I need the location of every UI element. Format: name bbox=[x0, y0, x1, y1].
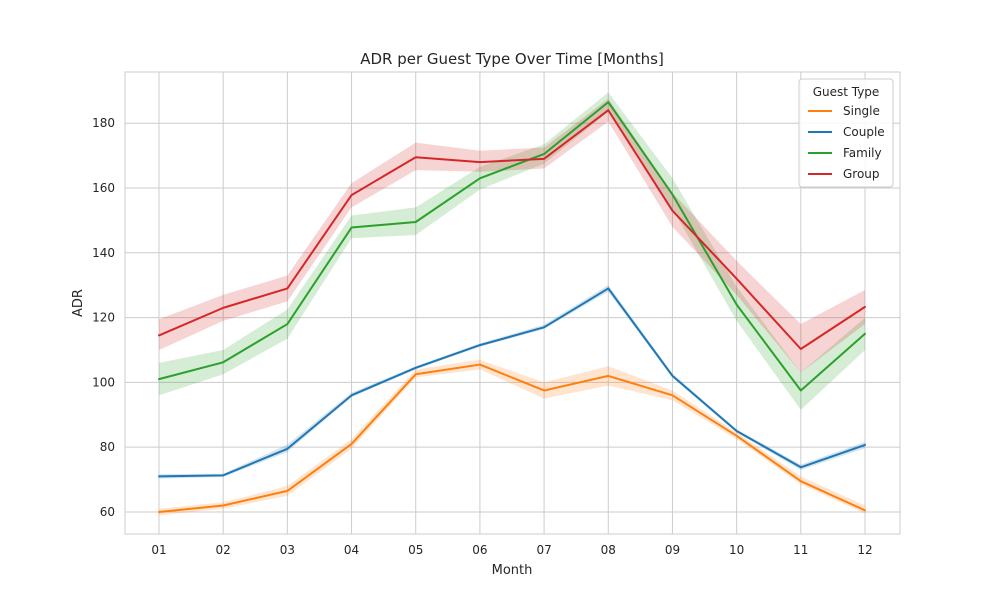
chart-title: ADR per Guest Type Over Time [Months] bbox=[360, 50, 664, 68]
band-group bbox=[159, 98, 865, 373]
x-tick-label: 04 bbox=[344, 543, 359, 557]
confidence-bands bbox=[159, 92, 865, 516]
legend-label-single: Single bbox=[843, 104, 880, 118]
series-lines bbox=[158, 101, 866, 513]
y-axis-label: ADR bbox=[71, 289, 86, 317]
x-tick-label: 11 bbox=[793, 543, 808, 557]
y-tick-label: 120 bbox=[92, 311, 115, 325]
line-single bbox=[158, 363, 866, 513]
x-tick-label: 05 bbox=[408, 543, 423, 557]
x-tick-label: 03 bbox=[280, 543, 295, 557]
x-tick-label: 09 bbox=[665, 543, 680, 557]
legend-box bbox=[798, 78, 894, 188]
x-tick-label: 10 bbox=[729, 543, 744, 557]
legend-title: Guest Type bbox=[813, 85, 880, 99]
band-family bbox=[159, 92, 865, 410]
x-tick-label: 06 bbox=[472, 543, 487, 557]
legend-label-group: Group bbox=[843, 167, 880, 181]
line-couple bbox=[158, 287, 866, 478]
x-tick-labels: 01 02 03 04 05 06 07 08 09 10 11 12 bbox=[151, 543, 872, 557]
y-tick-labels: 60 80 100 120 140 160 180 bbox=[92, 116, 115, 519]
x-tick-label: 02 bbox=[216, 543, 231, 557]
x-tick-label: 12 bbox=[857, 543, 872, 557]
line-family bbox=[158, 101, 866, 392]
y-tick-label: 80 bbox=[100, 440, 115, 454]
y-gridlines bbox=[125, 122, 900, 513]
x-tick-label: 08 bbox=[601, 543, 616, 557]
legend: Guest Type Single Couple Family Group bbox=[798, 78, 894, 188]
plot-frame bbox=[124, 71, 901, 535]
legend-label-couple: Couple bbox=[843, 125, 885, 139]
x-tick-label: 01 bbox=[151, 543, 166, 557]
y-tick-label: 160 bbox=[92, 181, 115, 195]
plot-area bbox=[125, 72, 900, 534]
y-tick-label: 180 bbox=[92, 116, 115, 130]
legend-label-family: Family bbox=[843, 146, 882, 160]
y-tick-label: 60 bbox=[100, 505, 115, 519]
line-group bbox=[158, 109, 866, 351]
y-tick-label: 100 bbox=[92, 375, 115, 389]
x-axis-label: Month bbox=[492, 563, 533, 578]
y-tick-label: 140 bbox=[92, 246, 115, 260]
x-tick-label: 07 bbox=[536, 543, 551, 557]
legend-items: Single Couple Family Group bbox=[808, 104, 885, 181]
